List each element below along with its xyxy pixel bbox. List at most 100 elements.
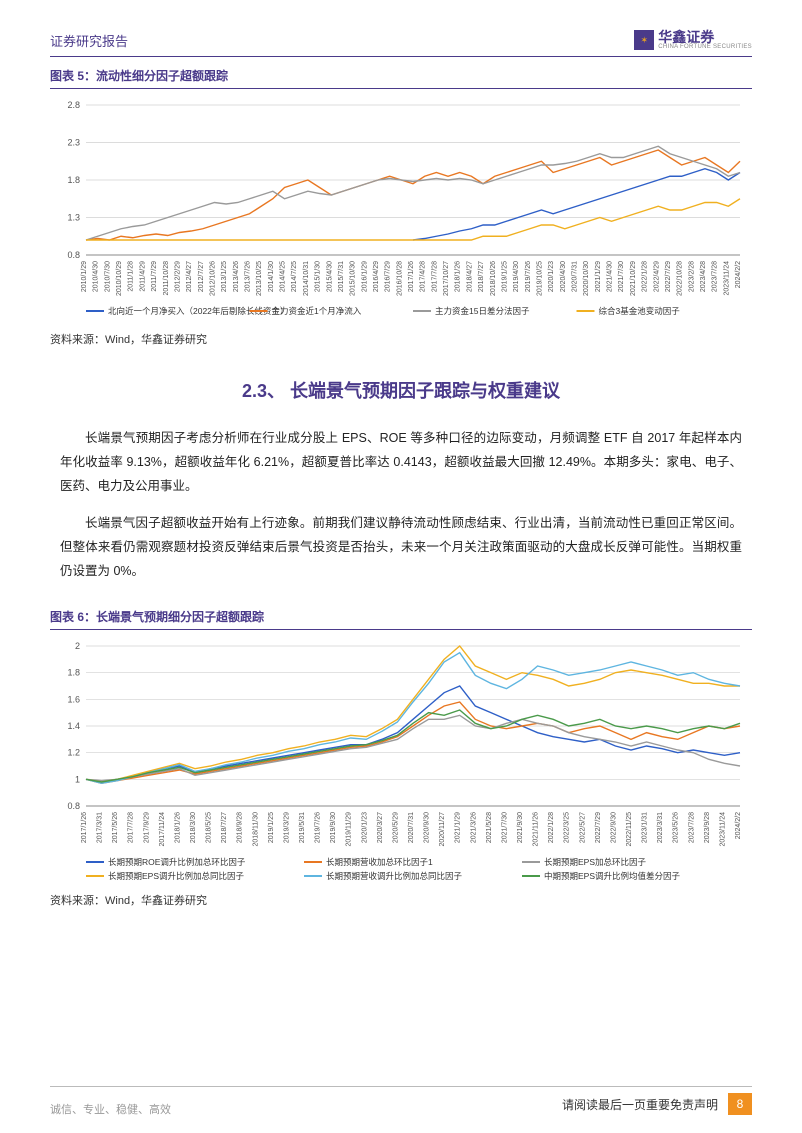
svg-text:2: 2 [75, 641, 80, 651]
svg-text:2010/1/29: 2010/1/29 [81, 261, 88, 292]
svg-text:2022/1/28: 2022/1/28 [548, 811, 555, 842]
logo-icon: ✶ [634, 30, 654, 50]
svg-text:1.8: 1.8 [67, 667, 80, 677]
svg-text:2020/7/31: 2020/7/31 [408, 811, 415, 842]
chart6-title-row: 图表 6：长端景气预期细分因子超额跟踪 [50, 608, 752, 630]
svg-text:2018/1/26: 2018/1/26 [455, 261, 462, 292]
svg-text:2019/10/25: 2019/10/25 [536, 261, 543, 296]
svg-text:2024/2/2: 2024/2/2 [735, 261, 742, 288]
svg-text:2023/7/28: 2023/7/28 [688, 811, 695, 842]
svg-text:2020/9/30: 2020/9/30 [424, 811, 431, 842]
svg-text:2014/10/31: 2014/10/31 [303, 261, 310, 296]
footer-slogan: 诚信、专业、稳健、高效 [50, 1101, 171, 1117]
svg-text:2.3: 2.3 [67, 138, 80, 148]
svg-text:2011/4/29: 2011/4/29 [139, 261, 146, 292]
svg-text:2016/1/29: 2016/1/29 [361, 261, 368, 292]
svg-text:2013/7/26: 2013/7/26 [245, 261, 252, 292]
svg-text:2016/4/29: 2016/4/29 [373, 261, 380, 292]
svg-text:2020/3/27: 2020/3/27 [377, 811, 384, 842]
svg-text:2021/9/30: 2021/9/30 [517, 811, 524, 842]
svg-text:1.2: 1.2 [67, 747, 80, 757]
svg-text:2015/10/30: 2015/10/30 [350, 261, 357, 296]
logo-en: CHINA FORTUNE SECURITIES [658, 44, 752, 50]
chart5: 0.81.31.82.32.82010/1/292010/4/302010/7/… [50, 97, 752, 327]
page-footer: 诚信、专业、稳健、高效 请阅读最后一页重要免责声明 8 [50, 1086, 752, 1115]
svg-text:2024/2/2: 2024/2/2 [735, 811, 742, 838]
svg-text:2023/9/28: 2023/9/28 [704, 811, 711, 842]
svg-text:2015/1/30: 2015/1/30 [315, 261, 322, 292]
svg-text:2022/7/29: 2022/7/29 [595, 811, 602, 842]
svg-text:2014/7/25: 2014/7/25 [291, 261, 298, 292]
company-logo: ✶ 华鑫证券 CHINA FORTUNE SECURITIES [634, 30, 752, 50]
chart6-title: 图表 6：长端景气预期细分因子超额跟踪 [50, 610, 264, 624]
svg-text:2018/1/26: 2018/1/26 [174, 811, 181, 842]
svg-text:2023/11/24: 2023/11/24 [723, 261, 730, 296]
svg-text:1.3: 1.3 [67, 213, 80, 223]
svg-text:2018/5/25: 2018/5/25 [206, 811, 213, 842]
svg-text:2019/7/26: 2019/7/26 [315, 811, 322, 842]
section-heading: 2.3、 长端景气预期因子跟踪与权重建议 [50, 377, 752, 403]
svg-text:2020/5/29: 2020/5/29 [392, 811, 399, 842]
svg-text:2019/1/25: 2019/1/25 [268, 811, 275, 842]
svg-text:2021/7/30: 2021/7/30 [618, 261, 625, 292]
svg-text:2021/7/30: 2021/7/30 [501, 811, 508, 842]
svg-text:2017/5/26: 2017/5/26 [112, 811, 119, 842]
svg-text:2019/4/30: 2019/4/30 [513, 261, 520, 292]
paragraph-2: 长端景气因子超额收益开始有上行迹象。前期我们建议静待流动性顾虑结束、行业出清，当… [60, 512, 742, 583]
svg-text:2014/1/30: 2014/1/30 [268, 261, 275, 292]
svg-text:2015/4/30: 2015/4/30 [326, 261, 333, 292]
svg-text:2017/1/26: 2017/1/26 [408, 261, 415, 292]
svg-text:2021/10/29: 2021/10/29 [630, 261, 637, 296]
svg-text:2017/1/26: 2017/1/26 [81, 811, 88, 842]
paragraph-1: 长端景气预期因子考虑分析师在行业成分股上 EPS、ROE 等多种口径的边际变动，… [60, 427, 742, 498]
svg-text:2018/7/27: 2018/7/27 [478, 261, 485, 292]
svg-text:2020/1/23: 2020/1/23 [548, 261, 555, 292]
svg-text:1: 1 [75, 774, 80, 784]
svg-text:2019/11/29: 2019/11/29 [346, 811, 353, 846]
svg-text:2022/11/25: 2022/11/25 [626, 811, 633, 846]
chart5-title-row: 图表 5：流动性细分因子超额跟踪 [50, 67, 752, 89]
svg-text:2021/4/30: 2021/4/30 [607, 261, 614, 292]
svg-text:2019/1/25: 2019/1/25 [501, 261, 508, 292]
chart6-source: 资料来源：Wind，华鑫证券研究 [50, 892, 752, 908]
svg-text:2016/7/29: 2016/7/29 [385, 261, 392, 292]
svg-text:1.6: 1.6 [67, 694, 80, 704]
svg-text:2020/4/30: 2020/4/30 [560, 261, 567, 292]
svg-text:2022/3/25: 2022/3/25 [564, 811, 571, 842]
svg-text:2017/10/27: 2017/10/27 [443, 261, 450, 296]
svg-text:2019/5/31: 2019/5/31 [299, 811, 306, 842]
svg-text:2012/7/27: 2012/7/27 [198, 261, 205, 292]
svg-text:主力资金15日差分法因子: 主力资金15日差分法因子 [435, 306, 530, 316]
svg-text:长期预期营收加总环比因子1: 长期预期营收加总环比因子1 [326, 857, 433, 867]
svg-text:2017/7/28: 2017/7/28 [128, 811, 135, 842]
svg-text:2017/3/31: 2017/3/31 [97, 811, 104, 842]
svg-text:2019/3/29: 2019/3/29 [283, 811, 290, 842]
svg-text:中期预期EPS调升比例均值差分因子: 中期预期EPS调升比例均值差分因子 [544, 871, 681, 881]
svg-text:2023/3/31: 2023/3/31 [657, 811, 664, 842]
svg-text:2022/5/27: 2022/5/27 [579, 811, 586, 842]
svg-text:2022/1/28: 2022/1/28 [642, 261, 649, 292]
svg-text:2023/5/26: 2023/5/26 [673, 811, 680, 842]
svg-text:2023/11/24: 2023/11/24 [719, 811, 726, 846]
svg-text:主力资金近1个月净流入: 主力资金近1个月净流入 [272, 306, 362, 316]
svg-text:2018/9/28: 2018/9/28 [237, 811, 244, 842]
svg-text:2011/7/29: 2011/7/29 [151, 261, 158, 292]
svg-text:2018/7/27: 2018/7/27 [221, 811, 228, 842]
svg-text:2011/10/28: 2011/10/28 [163, 261, 170, 296]
logo-cn: 华鑫证券 [658, 30, 752, 44]
svg-text:2023/7/28: 2023/7/28 [712, 261, 719, 292]
svg-text:2012/4/27: 2012/4/27 [186, 261, 193, 292]
svg-text:2022/4/29: 2022/4/29 [653, 261, 660, 292]
svg-text:2020/11/27: 2020/11/27 [439, 811, 446, 846]
svg-text:2017/11/24: 2017/11/24 [159, 811, 166, 846]
svg-text:2021/5/28: 2021/5/28 [486, 811, 493, 842]
svg-text:2018/10/26: 2018/10/26 [490, 261, 497, 296]
svg-text:2.8: 2.8 [67, 100, 80, 110]
svg-text:2021/11/26: 2021/11/26 [533, 811, 540, 846]
svg-text:2023/4/28: 2023/4/28 [700, 261, 707, 292]
svg-text:长期预期EPS加总环比因子: 长期预期EPS加总环比因子 [544, 857, 647, 867]
page-number: 8 [728, 1093, 752, 1115]
svg-text:长期预期营收调升比例加总同比因子: 长期预期营收调升比例加总同比因子 [326, 871, 463, 881]
svg-text:2013/1/25: 2013/1/25 [221, 261, 228, 292]
page-header: 证券研究报告 ✶ 华鑫证券 CHINA FORTUNE SECURITIES [50, 30, 752, 57]
